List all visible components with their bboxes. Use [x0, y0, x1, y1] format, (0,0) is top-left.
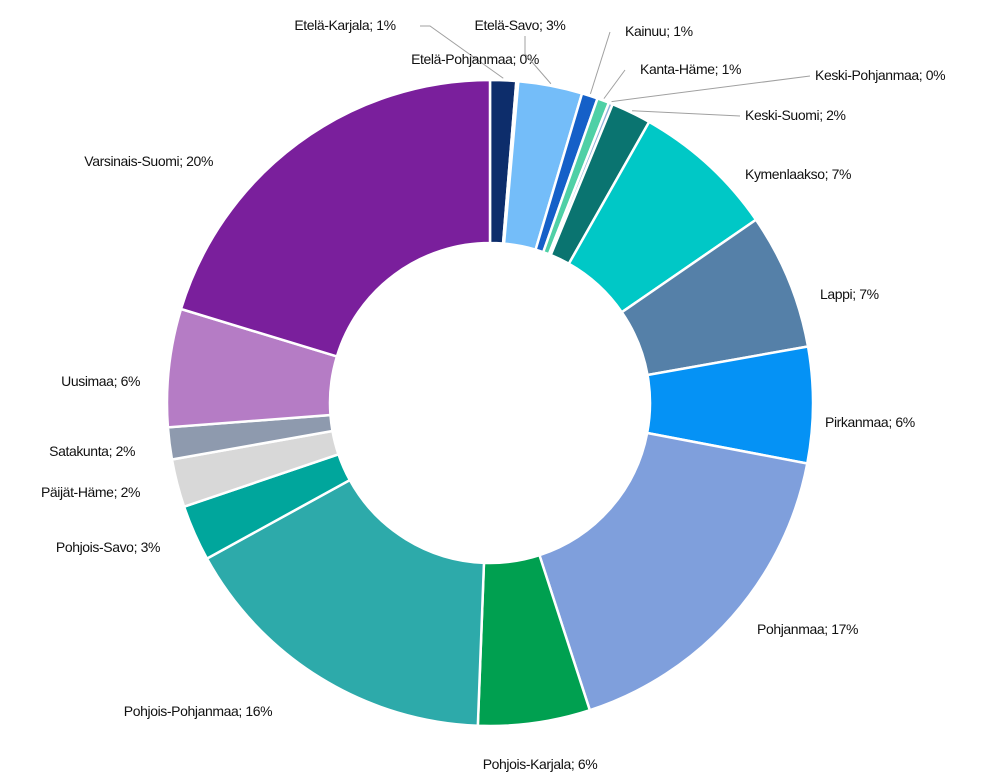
- category-name: Keski-Suomi: [745, 107, 819, 123]
- data-label: Lappi; 7%: [820, 286, 879, 302]
- value-label: 6%: [895, 414, 914, 430]
- value-label: 1%: [722, 61, 741, 77]
- category-name: Kainuu: [625, 23, 666, 39]
- donut-slice: [537, 431, 809, 712]
- leader-line: [420, 25, 504, 79]
- data-label: Etelä-Karjala; 1%: [294, 17, 395, 33]
- donut-slice: [205, 478, 486, 728]
- label-separator: ;: [888, 414, 895, 430]
- donut-slice: [179, 78, 492, 358]
- value-label: 1%: [673, 23, 692, 39]
- value-label: 0%: [926, 67, 945, 83]
- category-name: Lappi: [820, 286, 853, 302]
- value-label: 1%: [376, 17, 395, 33]
- leader-line: [611, 75, 811, 103]
- label-separator: ;: [114, 373, 121, 389]
- label-separator: ;: [114, 484, 121, 500]
- label-separator: ;: [852, 286, 859, 302]
- data-label: Pohjanmaa; 17%: [757, 621, 858, 637]
- category-name: Pohjois-Savo: [56, 539, 134, 555]
- label-separator: ;: [919, 67, 926, 83]
- leader-line: [589, 31, 611, 95]
- label-separator: ;: [238, 703, 245, 719]
- value-label: 3%: [546, 17, 565, 33]
- data-label: Pohjois-Savo; 3%: [56, 539, 160, 555]
- data-label: Uusimaa; 6%: [61, 373, 140, 389]
- label-separator: ;: [825, 166, 832, 182]
- value-label: 7%: [832, 166, 851, 182]
- data-label: Keski-Pohjanmaa; 0%: [815, 67, 945, 83]
- category-name: Päijät-Häme: [41, 484, 114, 500]
- data-label: Kanta-Häme; 1%: [640, 61, 741, 77]
- data-label: Päijät-Häme; 2%: [41, 484, 140, 500]
- data-label: Kainuu; 1%: [625, 23, 693, 39]
- data-label: Etelä-Pohjanmaa; 0%: [411, 51, 539, 67]
- leader-line: [632, 110, 741, 117]
- value-label: 20%: [186, 153, 213, 169]
- value-label: 6%: [121, 373, 140, 389]
- value-label: 7%: [859, 286, 878, 302]
- value-label: 17%: [831, 621, 858, 637]
- label-separator: ;: [824, 621, 831, 637]
- label-separator: ;: [179, 153, 186, 169]
- category-name: Keski-Pohjanmaa: [815, 67, 919, 83]
- label-separator: ;: [512, 51, 519, 67]
- value-label: 3%: [141, 539, 160, 555]
- category-name: Uusimaa: [61, 373, 114, 389]
- data-label: Pohjois-Pohjanmaa; 16%: [124, 703, 272, 719]
- label-separator: ;: [539, 17, 546, 33]
- category-name: Varsinais-Suomi: [84, 153, 179, 169]
- label-separator: ;: [571, 756, 578, 772]
- category-name: Kymenlaakso: [745, 166, 825, 182]
- label-separator: ;: [715, 61, 722, 77]
- label-separator: ;: [134, 539, 141, 555]
- value-label: 2%: [116, 443, 135, 459]
- data-label: Keski-Suomi; 2%: [745, 107, 846, 123]
- label-separator: ;: [666, 23, 673, 39]
- category-name: Pirkanmaa: [825, 414, 889, 430]
- data-label: Pirkanmaa; 6%: [825, 414, 915, 430]
- value-label: 6%: [578, 756, 597, 772]
- leader-line: [524, 36, 552, 85]
- value-label: 16%: [245, 703, 272, 719]
- label-separator: ;: [109, 443, 116, 459]
- data-label: Etelä-Savo; 3%: [475, 17, 566, 33]
- leader-line: [603, 69, 626, 99]
- category-name: Etelä-Pohjanmaa: [411, 51, 513, 67]
- category-name: Kanta-Häme: [640, 61, 715, 77]
- category-name: Satakunta: [49, 443, 109, 459]
- category-name: Pohjois-Karjala: [483, 756, 572, 772]
- data-label: Pohjois-Karjala; 6%: [483, 756, 598, 772]
- data-label: Satakunta; 2%: [49, 443, 135, 459]
- label-separator: ;: [369, 17, 376, 33]
- data-label: Kymenlaakso; 7%: [745, 166, 851, 182]
- value-label: 2%: [121, 484, 140, 500]
- category-name: Etelä-Savo: [475, 17, 540, 33]
- category-name: Etelä-Karjala: [294, 17, 370, 33]
- data-label: Varsinais-Suomi; 20%: [84, 153, 213, 169]
- value-label: 2%: [826, 107, 845, 123]
- category-name: Pohjois-Pohjanmaa: [124, 703, 239, 719]
- label-separator: ;: [819, 107, 826, 123]
- category-name: Pohjanmaa: [757, 621, 825, 637]
